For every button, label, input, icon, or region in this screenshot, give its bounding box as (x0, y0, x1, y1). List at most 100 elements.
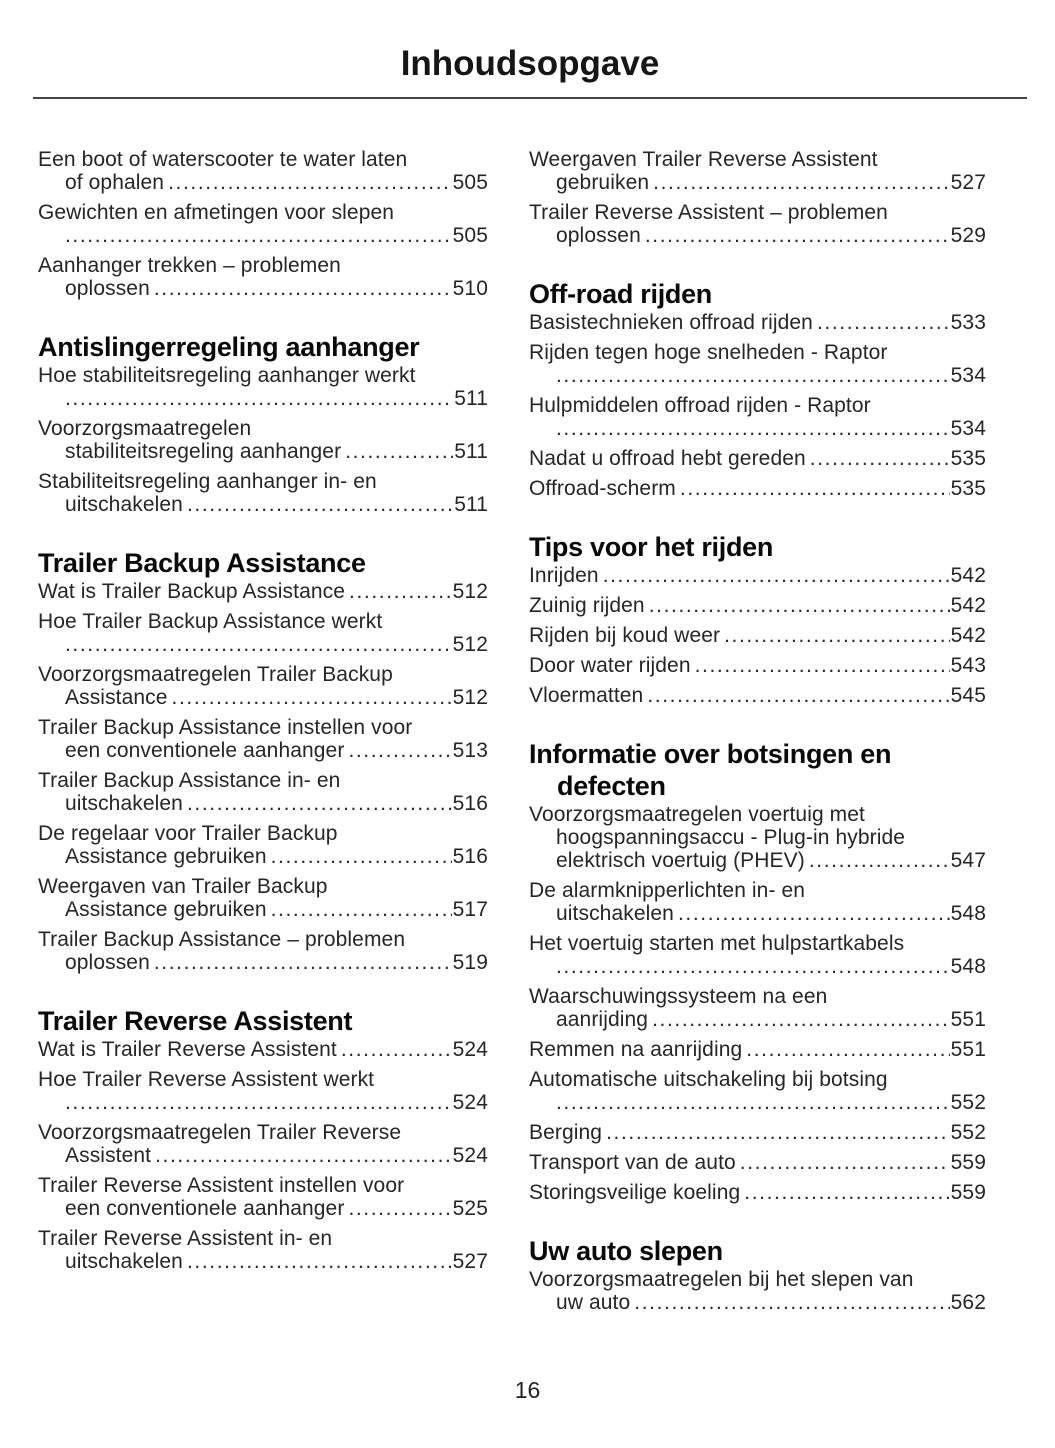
toc-entry-line: Aanhanger trekken – problemen (38, 254, 488, 277)
entry-label: Rijden bij koud weer (529, 624, 721, 647)
toc-entry[interactable]: Transport van de auto 559 (529, 1151, 986, 1174)
entry-page-number: 535 (950, 477, 986, 500)
dot-leader (65, 224, 452, 247)
toc-entry[interactable]: Hulpmiddelen offroad rijden - Raptor 534 (529, 394, 986, 440)
dot-leader (187, 493, 453, 516)
toc-entry-line: of ophalen 505 (38, 171, 488, 194)
dot-leader (746, 1038, 949, 1061)
toc-entry-line: Assistent 524 (38, 1144, 488, 1167)
toc-entry[interactable]: Voorzorgsmaatregelen voertuig met hoogspa… (529, 803, 986, 872)
entry-page-number: 545 (950, 684, 986, 707)
entry-label: Voorzorgsmaatregelen Trailer Reverse (38, 1121, 402, 1144)
toc-entry[interactable]: Voorzorgsmaatregelen stabiliteitsregeling… (38, 417, 488, 463)
toc-entry-line: Vloermatten 545 (529, 684, 986, 707)
toc-entry[interactable]: Nadat u offroad hebt gereden 535 (529, 447, 986, 470)
toc-entry[interactable]: Hoe stabiliteitsregeling aanhanger werkt… (38, 364, 488, 410)
entry-label: of ophalen (65, 171, 165, 194)
toc-entry[interactable]: Trailer Reverse Assistent – problemen opl… (529, 201, 986, 247)
toc-entry[interactable]: Voorzorgsmaatregelen Trailer Reverse Assi… (38, 1121, 488, 1167)
entry-label: Voorzorgsmaatregelen voertuig met (529, 803, 865, 826)
toc-entry[interactable]: Wat is Trailer Backup Assistance 512 (38, 580, 488, 603)
toc-entry[interactable]: Automatische uitschakeling bij botsing 55… (529, 1068, 986, 1114)
toc-entry[interactable]: Trailer Reverse Assistent in- en uitschak… (38, 1227, 488, 1273)
entry-page-number: 534 (950, 364, 986, 387)
toc-entry[interactable]: De alarmknipperlichten in- en uitschakele… (529, 879, 986, 925)
toc-entry-line: Gewichten en afmetingen voor slepen (38, 201, 488, 224)
entry-page-number: 551 (950, 1008, 986, 1031)
entry-label: Een boot of waterscooter te water laten (38, 148, 408, 171)
section-heading-line: Trailer Backup Assistance (38, 548, 366, 578)
toc-entry[interactable]: Berging 552 (529, 1121, 986, 1144)
section-heading-line: Uw auto slepen (529, 1236, 723, 1266)
toc-entry-line: een conventionele aanhanger 513 (38, 739, 488, 762)
toc-entry-line: Zuinig rijden 542 (529, 594, 986, 617)
dot-leader (349, 580, 452, 603)
toc-entry-line: 534 (529, 364, 986, 387)
toc-entry[interactable]: Een boot of waterscooter te water laten o… (38, 148, 488, 194)
entry-label: Storingsveilige koeling (529, 1181, 741, 1204)
entry-page-number: 552 (950, 1091, 986, 1114)
section-heading-line: Off-road rijden (529, 279, 712, 309)
toc-column-left: Een boot of waterscooter te water laten o… (38, 148, 488, 1321)
entry-label: Inrijden (529, 564, 599, 587)
entry-label: oplossen (65, 277, 150, 300)
entry-page-number: 511 (454, 493, 488, 516)
toc-entry-line: Voorzorgsmaatregelen voertuig met (529, 803, 986, 826)
toc-entry[interactable]: Basistechnieken offroad rijden 533 (529, 311, 986, 334)
toc-entry[interactable]: Hoe Trailer Reverse Assistent werkt 524 (38, 1068, 488, 1114)
entry-page-number: 551 (950, 1038, 986, 1061)
toc-entry[interactable]: Hoe Trailer Backup Assistance werkt 512 (38, 610, 488, 656)
entry-label: Transport van de auto (529, 1151, 736, 1174)
entry-label: Gewichten en afmetingen voor slepen (38, 201, 395, 224)
entry-label: uitschakelen (65, 792, 183, 815)
entry-page-number: 559 (950, 1151, 986, 1174)
toc-entry[interactable]: Rijden tegen hoge snelheden - Raptor 534 (529, 341, 986, 387)
toc-entry[interactable]: Vloermatten 545 (529, 684, 986, 707)
toc-entry[interactable]: Offroad-scherm 535 (529, 477, 986, 500)
toc-entry-line: Assistance 512 (38, 686, 488, 709)
toc-entry[interactable]: Voorzorgsmaatregelen bij het slepen van u… (529, 1268, 986, 1314)
toc-entry-line: uitschakelen 527 (38, 1250, 488, 1273)
toc-entry[interactable]: Inrijden 542 (529, 564, 986, 587)
entry-page-number: 505 (452, 224, 488, 247)
entry-label: oplossen (65, 951, 150, 974)
toc-entry-line: De alarmknipperlichten in- en (529, 879, 986, 902)
toc-entry-line: Trailer Backup Assistance – problemen (38, 928, 488, 951)
toc-entry-line: Storingsveilige koeling 559 (529, 1181, 986, 1204)
toc-entry-line: Trailer Reverse Assistent in- en (38, 1227, 488, 1250)
entry-label: Trailer Backup Assistance instellen voor (38, 716, 413, 739)
toc-entry[interactable]: Door water rijden 543 (529, 654, 986, 677)
toc-entry-line: Nadat u offroad hebt gereden 535 (529, 447, 986, 470)
toc-entry-line: elektrisch voertuig (PHEV) 547 (529, 849, 986, 872)
section-heading-line: defecten (557, 771, 666, 801)
toc-entry[interactable]: Rijden bij koud weer 542 (529, 624, 986, 647)
dot-leader (345, 440, 453, 463)
toc-entry[interactable]: Trailer Backup Assistance in- en uitschak… (38, 769, 488, 815)
toc-entry[interactable]: De regelaar voor Trailer Backup Assistanc… (38, 822, 488, 868)
entry-page-number: 511 (454, 440, 488, 463)
toc-entry[interactable]: Storingsveilige koeling 559 (529, 1181, 986, 1204)
entry-label: Trailer Reverse Assistent in- en (38, 1227, 333, 1250)
toc-entry[interactable]: Het voertuig starten met hulpstartkabels… (529, 932, 986, 978)
toc-entry[interactable]: Weergaven van Trailer Backup Assistance g… (38, 875, 488, 921)
toc-entry[interactable]: Trailer Backup Assistance instellen voor… (38, 716, 488, 762)
entry-label: gebruiken (556, 171, 650, 194)
toc-entry[interactable]: Trailer Reverse Assistent instellen voor… (38, 1174, 488, 1220)
entry-label: Berging (529, 1121, 603, 1144)
entry-label: Voorzorgsmaatregelen bij het slepen van (529, 1268, 914, 1291)
toc-entry[interactable]: Stabiliteitsregeling aanhanger in- en uit… (38, 470, 488, 516)
toc-entry[interactable]: Remmen na aanrijding 551 (529, 1038, 986, 1061)
toc-entry[interactable]: Gewichten en afmetingen voor slepen 505 (38, 201, 488, 247)
dot-leader (154, 277, 452, 300)
page-number: 16 (514, 1377, 541, 1403)
toc-entry[interactable]: Weergaven Trailer Reverse Assistent gebru… (529, 148, 986, 194)
entry-page-number: 513 (452, 739, 488, 762)
toc-entry[interactable]: Wat is Trailer Reverse Assistent 524 (38, 1038, 488, 1061)
entry-label: Basistechnieken offroad rijden (529, 311, 813, 334)
entry-page-number: 510 (452, 277, 488, 300)
toc-entry[interactable]: Voorzorgsmaatregelen Trailer Backup Assis… (38, 663, 488, 709)
toc-entry[interactable]: Zuinig rijden 542 (529, 594, 986, 617)
toc-entry[interactable]: Trailer Backup Assistance – problemen opl… (38, 928, 488, 974)
